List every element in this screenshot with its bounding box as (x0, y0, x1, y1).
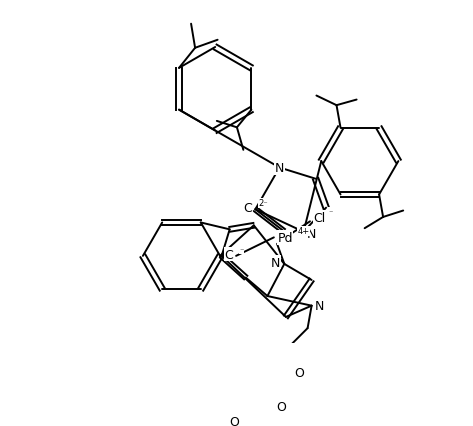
Text: ⁻: ⁻ (329, 208, 333, 217)
Text: N: N (271, 256, 280, 269)
Text: Cl: Cl (314, 211, 326, 224)
Text: N: N (315, 299, 324, 312)
Text: 4+: 4+ (297, 227, 309, 236)
Text: O: O (295, 366, 305, 379)
Text: O: O (229, 415, 239, 426)
Text: ⁻: ⁻ (239, 245, 244, 254)
Text: N: N (275, 161, 284, 175)
Text: N: N (307, 227, 316, 240)
Text: O: O (276, 400, 286, 413)
Text: C: C (244, 201, 252, 215)
Text: C: C (224, 248, 233, 261)
Text: 2⁻: 2⁻ (259, 199, 268, 208)
Text: Pd: Pd (277, 231, 293, 244)
